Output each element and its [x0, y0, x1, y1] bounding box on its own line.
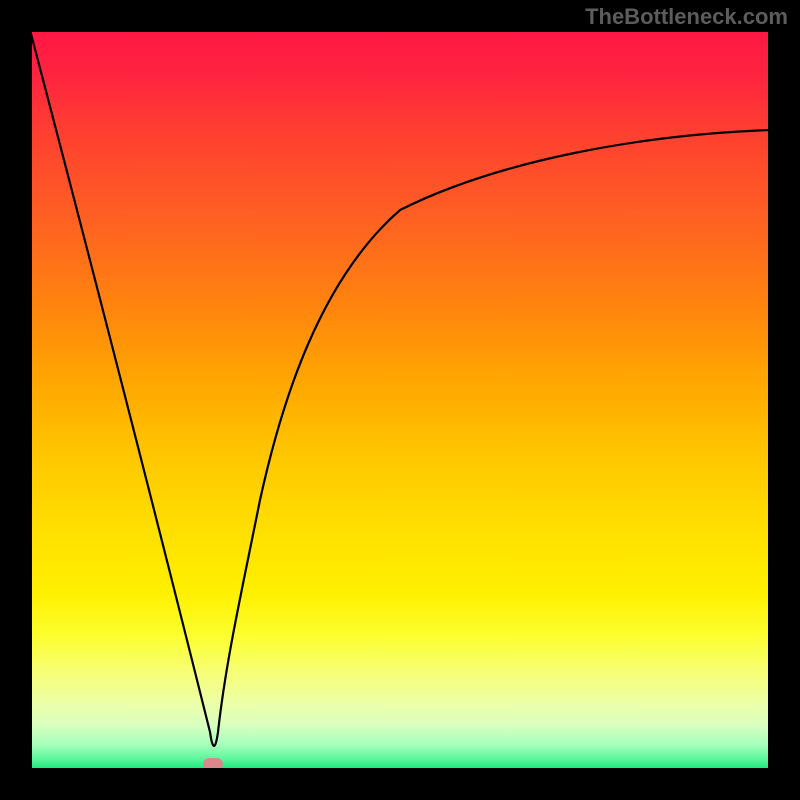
- bottleneck-chart: TheBottleneck.com: [0, 0, 800, 800]
- watermark-text: TheBottleneck.com: [585, 4, 788, 29]
- plot-background: [30, 30, 770, 770]
